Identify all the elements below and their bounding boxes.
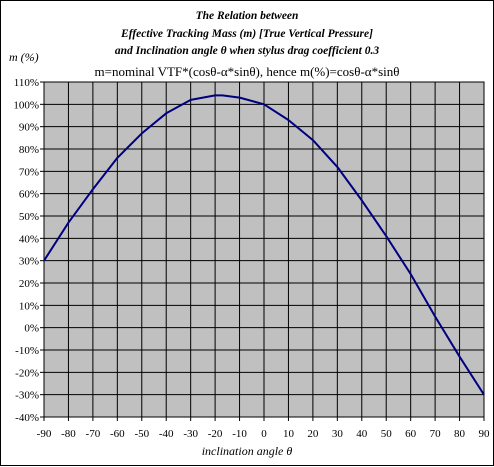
y-tick-label: 90% [19,122,39,134]
x-tick-label: -60 [110,428,125,440]
chart-title-line-3: and Inclination angle θ when stylus drag… [114,45,380,57]
y-tick-label: 70% [19,166,39,178]
x-tick-label: 60 [405,428,417,440]
y-tick-label: 80% [19,144,39,156]
y-tick-label: 50% [19,211,39,223]
chart-subtitle: m=nominal VTF*(cosθ-α*sinθ), hence m(%)=… [94,64,400,79]
x-tick-label: -90 [37,428,52,440]
series-line-0 [43,94,485,396]
y-tick-label: -30% [15,390,39,402]
y-tick-label: -10% [15,345,39,357]
y-tick-label: -40% [15,412,39,424]
y-tick-label: 0% [24,323,39,335]
x-tick-label: 20 [307,428,319,440]
x-tick-label: 90 [479,428,491,440]
y-axis-label: m (%) [9,50,39,64]
y-tick-label: 60% [19,189,39,201]
x-tick-label: -50 [134,428,149,440]
x-tick-label: 40 [356,428,368,440]
x-axis-label: inclination angle θ [201,444,293,458]
x-tick-label: -70 [86,428,101,440]
x-tick-label: -40 [159,428,174,440]
x-tick-label: -10 [232,428,247,440]
x-tick-label: 70 [430,428,442,440]
x-tick-label: -80 [61,428,76,440]
chart-title-line-1: The Relation between [195,10,299,22]
chart-title-line-2: Effective Tracking Mass (m) [True Vertic… [121,28,373,40]
x-tick-label: 30 [332,428,344,440]
x-tick-label: 0 [261,428,267,440]
y-tick-label: 40% [19,233,39,245]
y-tick-label: 110% [14,77,39,89]
x-tick-label: -30 [183,428,198,440]
x-tick-label: -20 [208,428,223,440]
x-tick-label: 80 [454,428,466,440]
y-tick-label: 10% [19,300,39,312]
y-tick-label: -20% [15,367,39,379]
y-tick-label: 20% [19,278,39,290]
x-tick-label: 50 [381,428,393,440]
y-tick-label: 100% [13,99,39,111]
x-tick-label: 10 [283,428,295,440]
y-tick-label: 30% [19,256,39,268]
